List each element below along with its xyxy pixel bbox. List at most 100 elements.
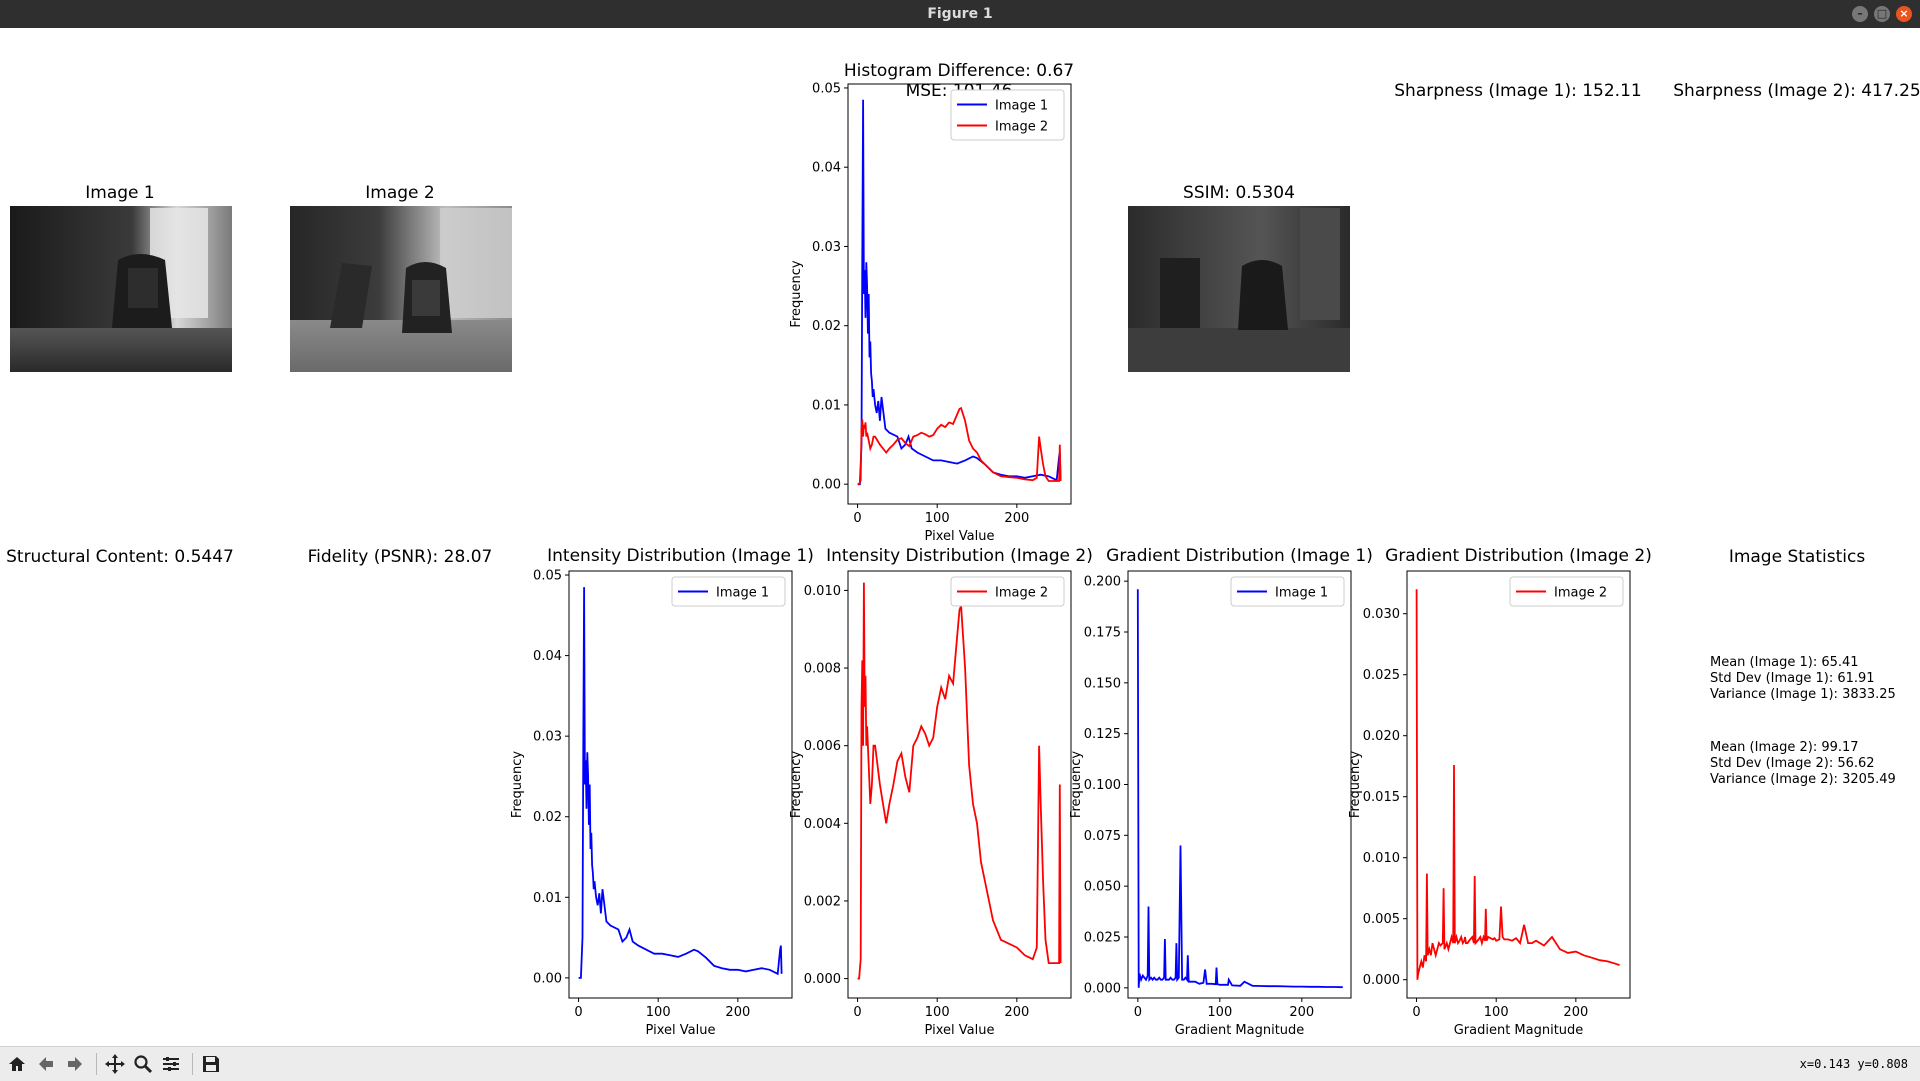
series-line-image-2: [857, 582, 1062, 980]
series-line-image-1: [578, 587, 783, 979]
stat-variance-image2: Variance (Image 2): 3205.49: [1710, 772, 1896, 787]
y-axis-label: Frequency: [510, 751, 525, 818]
legend-box: [950, 576, 1065, 607]
chart-title: Intensity Distribution (Image 2): [826, 546, 1093, 566]
axes-frame: [568, 570, 793, 999]
series-line-image-1: [857, 99, 1062, 486]
intensity-image1-chart: Intensity Distribution (Image 1) 0 100 200 0…: [510, 546, 814, 1038]
x-axis-label: Gradient Magnitude: [1175, 1023, 1305, 1038]
axes-frame: [847, 570, 1072, 999]
y-tick-label: 0.008: [804, 662, 841, 677]
window-title: Figure 1: [927, 6, 993, 22]
figure-svg: Image 1 Image 2 SSIM: 0.5304 Sharpness (…: [6, 61, 1920, 1038]
series-line-image-1: [1136, 589, 1343, 989]
close-button[interactable]: ×: [1896, 6, 1912, 22]
y-tick-label: 0.005: [1363, 912, 1400, 927]
y-tick-label: 0.04: [812, 161, 841, 176]
y-tick-label: 0.05: [533, 569, 562, 584]
ssim-title: SSIM: 0.5304: [1183, 183, 1295, 203]
x-axis-label: Pixel Value: [646, 1023, 716, 1038]
y-tick-label: 0.150: [1084, 676, 1121, 691]
y-tick-label: 0.000: [1084, 981, 1121, 996]
legend-label: Image 2: [995, 586, 1048, 601]
save-icon[interactable]: [198, 1051, 224, 1077]
x-tick-label: 0: [853, 511, 861, 526]
zoom-icon[interactable]: [130, 1051, 156, 1077]
back-icon[interactable]: [33, 1051, 59, 1077]
x-tick-label: 200: [1004, 511, 1029, 526]
y-tick-label: 0.04: [533, 649, 562, 664]
y-tick-label: 0.075: [1084, 829, 1121, 844]
chart-title: Intensity Distribution (Image 1): [547, 546, 814, 566]
x-axis-label: Gradient Magnitude: [1454, 1023, 1584, 1038]
legend-label: Image 2: [995, 120, 1048, 135]
y-tick-label: 0.00: [812, 478, 841, 493]
toolbar-separator: [96, 1053, 97, 1075]
chart-title: Gradient Distribution (Image 2): [1385, 546, 1652, 566]
x-tick-label: 200: [725, 1005, 750, 1020]
y-tick-label: 0.02: [533, 810, 562, 825]
ssim-map-image: [1128, 206, 1350, 372]
x-tick-label: 100: [1207, 1005, 1232, 1020]
image-statistics-block: Mean (Image 1): 65.41 Std Dev (Image 1):…: [1710, 655, 1896, 787]
window-titlebar: Figure 1 – □ ×: [0, 0, 1920, 28]
legend-box: [1230, 576, 1345, 607]
y-tick-label: 0.006: [804, 739, 841, 754]
configure-icon[interactable]: [158, 1051, 184, 1077]
image1-title: Image 1: [85, 183, 154, 203]
x-tick-label: 200: [1563, 1005, 1588, 1020]
home-icon[interactable]: [4, 1051, 30, 1077]
y-tick-label: 0.015: [1363, 790, 1400, 805]
axes-frame: [1406, 570, 1631, 999]
y-tick-label: 0.00: [533, 971, 562, 986]
y-tick-label: 0.004: [804, 817, 841, 832]
y-tick-label: 0.000: [1363, 973, 1400, 988]
y-tick-label: 0.03: [812, 240, 841, 255]
pan-icon[interactable]: [102, 1051, 128, 1077]
y-tick-label: 0.030: [1363, 607, 1400, 622]
x-tick-label: 100: [925, 511, 950, 526]
x-tick-label: 0: [574, 1005, 582, 1020]
gradient-image2-chart: Gradient Distribution (Image 2) 0 100 200 0.…: [1348, 546, 1652, 1038]
y-axis-label: Frequency: [789, 260, 804, 327]
maximize-button[interactable]: □: [1874, 6, 1890, 22]
y-tick-label: 0.125: [1084, 727, 1121, 742]
histogram-chart: 0 100 200 0.00 0.01 0.02 0.03 0.04 0.05 Pixel Val…: [789, 81, 1072, 544]
x-tick-label: 100: [1484, 1005, 1509, 1020]
structural-content: Structural Content: 0.5447: [6, 547, 234, 567]
fidelity-psnr: Fidelity (PSNR): 28.07: [308, 547, 493, 567]
y-tick-label: 0.025: [1363, 668, 1400, 683]
sharpness-image1: Sharpness (Image 1): 152.11: [1394, 81, 1641, 101]
y-tick-label: 0.050: [1084, 880, 1121, 895]
x-tick-label: 0: [853, 1005, 861, 1020]
cursor-coordinates: x=0.143 y=0.808: [1799, 1057, 1908, 1071]
y-axis-label: Frequency: [1069, 751, 1084, 818]
axes-frame: [847, 83, 1072, 505]
stat-mean-image1: Mean (Image 1): 65.41: [1710, 655, 1859, 670]
y-tick-label: 0.100: [1084, 778, 1121, 793]
legend-label: Image 2: [1554, 586, 1607, 601]
y-tick-label: 0.03: [533, 730, 562, 745]
legend-label: Image 1: [716, 586, 769, 601]
y-tick-label: 0.175: [1084, 626, 1121, 641]
image1-thumbnail: [10, 206, 232, 372]
x-tick-label: 200: [1004, 1005, 1029, 1020]
image-statistics-title: Image Statistics: [1729, 547, 1866, 567]
stat-mean-image2: Mean (Image 2): 99.17: [1710, 740, 1859, 755]
image2-thumbnail: [290, 206, 512, 372]
y-axis-label: Frequency: [1348, 751, 1363, 818]
y-tick-label: 0.010: [804, 584, 841, 599]
x-tick-label: 100: [646, 1005, 671, 1020]
y-tick-label: 0.01: [812, 398, 841, 413]
stat-variance-image1: Variance (Image 1): 3833.25: [1710, 687, 1896, 702]
window-controls: – □ ×: [1852, 6, 1912, 22]
y-tick-label: 0.200: [1084, 575, 1121, 590]
y-tick-label: 0.020: [1363, 729, 1400, 744]
minimize-button[interactable]: –: [1852, 6, 1868, 22]
series-line-image-2: [1415, 589, 1620, 980]
y-tick-label: 0.002: [804, 894, 841, 909]
y-tick-label: 0.000: [804, 972, 841, 987]
forward-icon[interactable]: [62, 1051, 88, 1077]
figure-canvas[interactable]: Image 1 Image 2 SSIM: 0.5304 Sharpness (…: [0, 28, 1920, 1046]
chart-title: Gradient Distribution (Image 1): [1106, 546, 1373, 566]
